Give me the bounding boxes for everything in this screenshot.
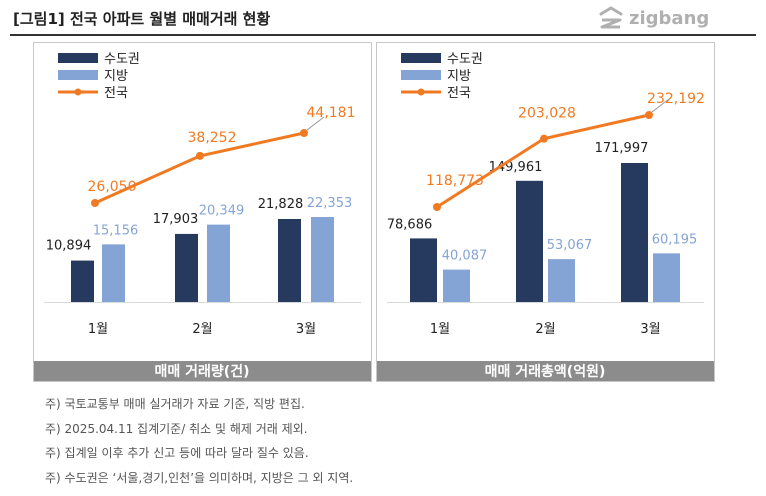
point-national — [645, 111, 653, 119]
chart-title-bar — [34, 361, 371, 381]
line-label-national: 44,181 — [307, 105, 356, 121]
x-tick-label: 1월 — [430, 322, 450, 337]
line-label-national: 203,028 — [518, 106, 576, 122]
legend-swatch-local — [401, 70, 441, 80]
footnote: 주) 집계일 이후 추가 신고 등에 따라 달라 질수 있음. — [45, 446, 309, 460]
bar-local — [443, 269, 470, 302]
x-tick-label: 2월 — [535, 322, 555, 337]
bar-label-capital: 21,828 — [258, 197, 304, 212]
legend-label: 전국 — [447, 86, 471, 101]
legend-swatch-capital — [401, 53, 441, 63]
chart-title: 매매 거래량(건) — [155, 363, 250, 380]
line-label-national: 118,773 — [426, 173, 484, 189]
bar-capital — [516, 180, 543, 302]
zigbang-logo-text: zigbang — [629, 7, 710, 29]
line-label-national: 232,192 — [647, 91, 705, 107]
bar-local — [102, 244, 125, 302]
bar-label-capital: 149,961 — [489, 160, 543, 175]
bar-local — [207, 224, 230, 302]
bar-label-local: 60,195 — [652, 232, 698, 247]
legend-label: 지방 — [104, 69, 128, 84]
point-national — [540, 134, 548, 143]
leader-line — [651, 98, 670, 113]
line-label-national: 26,050 — [88, 179, 137, 195]
point-national — [300, 129, 308, 137]
page-title: [그림1] 전국 아파트 월별 매매거래 현황 — [13, 10, 271, 28]
bar-label-capital: 171,997 — [595, 141, 649, 156]
legend-label: 수도권 — [447, 52, 483, 67]
x-tick-label: 3월 — [640, 322, 660, 337]
bar-label-local: 15,156 — [93, 223, 139, 238]
legend-swatch-capital — [58, 53, 98, 63]
bar-local — [548, 259, 575, 302]
bar-label-local: 53,067 — [547, 238, 593, 253]
point-national — [196, 151, 204, 160]
bar-label-local: 40,087 — [442, 249, 488, 264]
legend-marker-national — [417, 88, 425, 96]
point-national — [433, 203, 441, 211]
zigbang-logo-icon — [599, 6, 623, 29]
legend-label: 수도권 — [104, 52, 140, 67]
footnote: 주) 국토교통부 매매 실거래가 자료 기준, 직방 편집. — [45, 397, 305, 411]
leader-line — [306, 116, 325, 131]
bar-capital — [71, 260, 94, 302]
bar-capital — [621, 163, 648, 302]
chart-title-bar — [377, 361, 714, 381]
legend-label: 지방 — [447, 69, 471, 84]
legend-swatch-local — [58, 70, 98, 80]
line-label-national: 38,252 — [188, 130, 237, 146]
bar-local — [311, 217, 334, 302]
footnote: 주) 2025.04.11 집계기준/ 취소 및 해제 거래 제외. — [45, 421, 308, 436]
header-divider — [10, 34, 756, 36]
legend-label: 전국 — [104, 86, 128, 101]
chart-title: 매매 거래총액(억원) — [485, 363, 606, 380]
bar-label-capital: 78,686 — [387, 217, 433, 232]
x-tick-label: 2월 — [192, 322, 212, 337]
footnotes: 주) 국토교통부 매매 실거래가 자료 기준, 직방 편집. 주) 2025.0… — [45, 392, 353, 490]
bar-capital — [410, 238, 437, 302]
x-tick-label: 1월 — [88, 322, 108, 337]
bar-label-local: 22,353 — [307, 196, 353, 211]
bar-capital — [278, 218, 301, 302]
footnote: 주) 수도권은 ‘서울,경기,인천’을 의미하며, 지방은 그 외 지역. — [45, 470, 354, 485]
bar-local — [653, 253, 680, 302]
zigbang-logo: zigbang — [598, 6, 709, 30]
bar-label-local: 20,349 — [199, 204, 245, 219]
bar-capital — [175, 233, 198, 302]
bar-label-capital: 17,903 — [153, 212, 199, 227]
legend-marker-national — [74, 88, 82, 96]
bar-label-capital: 10,894 — [46, 239, 92, 254]
x-tick-label: 3월 — [296, 322, 316, 337]
point-national — [91, 199, 99, 207]
